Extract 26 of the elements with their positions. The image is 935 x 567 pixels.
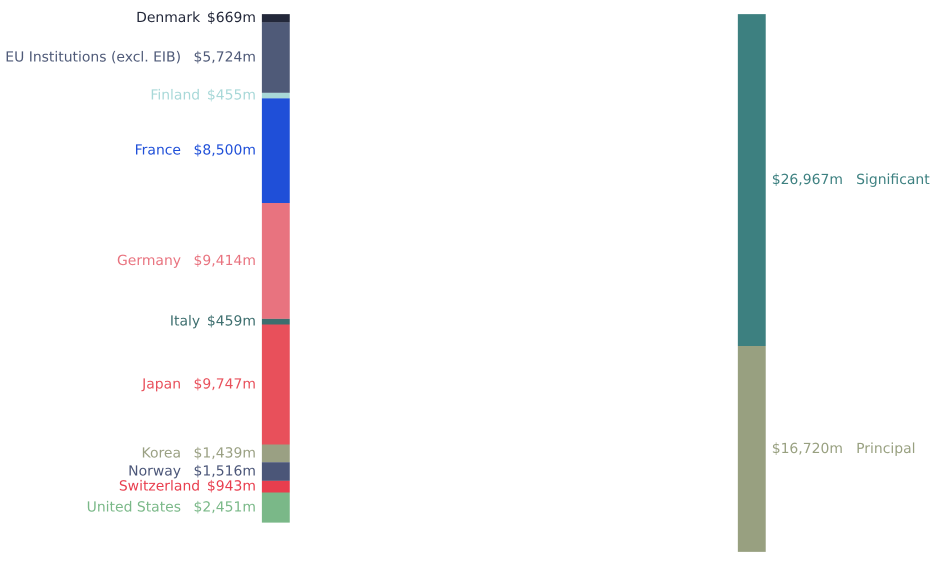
category-label: Norway [128,464,182,480]
data-label: $9,414m [194,252,256,269]
data-label: $669m [206,10,256,26]
category-label: Italy [170,314,200,330]
category-label: Japan [141,376,182,393]
data-label: $943m [206,478,256,495]
data-label: $5,724m [194,50,256,66]
category-label: Germany [116,252,182,269]
category-label: Switzerland [118,478,200,495]
category-label: Significant [856,172,930,188]
category-label: Korea [142,445,182,462]
data-label: $16,720m [772,440,843,457]
data-label: $459m [206,314,256,330]
data-label: $2,451m [194,500,256,516]
data-label: $1,439m [194,445,256,462]
category-label: Principal [856,440,916,457]
data-label: $455m [206,88,256,104]
category-label: United States [86,500,182,516]
category-label: EU Institutions (excl. EIB) [5,50,182,66]
category-label: Finland [150,88,200,104]
category-label: France [134,142,182,159]
data-label: $1,516m [194,464,256,480]
data-label: $26,967m [772,172,843,188]
data-label: $8,500m [194,142,256,159]
category-label: Denmark [136,10,202,26]
data-label: $9,747m [194,376,256,393]
